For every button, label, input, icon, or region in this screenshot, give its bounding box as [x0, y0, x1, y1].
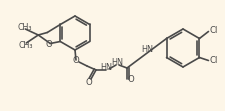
Text: O: O: [128, 74, 134, 83]
Text: O: O: [46, 40, 53, 49]
Text: Cl: Cl: [209, 26, 218, 35]
Text: Cl: Cl: [209, 56, 218, 65]
Text: HN: HN: [141, 45, 153, 54]
Text: CH₃: CH₃: [17, 23, 32, 32]
Text: O: O: [73, 56, 79, 64]
Text: O: O: [86, 77, 92, 86]
Text: HN: HN: [100, 62, 112, 71]
Text: CH₃: CH₃: [18, 41, 33, 50]
Text: HN: HN: [111, 57, 123, 66]
